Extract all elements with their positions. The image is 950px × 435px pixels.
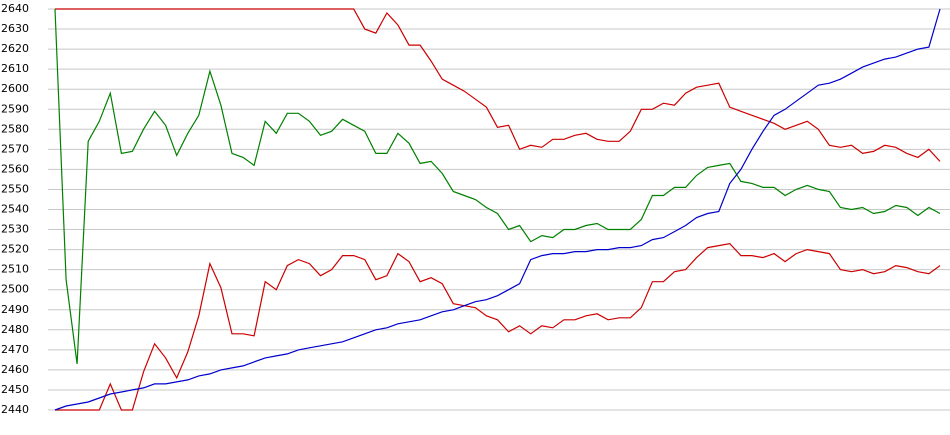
y-tick-label: 2460 bbox=[1, 363, 29, 376]
y-tick-label: 2440 bbox=[1, 403, 29, 416]
y-tick-label: 2510 bbox=[1, 263, 29, 276]
y-tick-label: 2530 bbox=[1, 223, 29, 236]
y-tick-label: 2500 bbox=[1, 283, 29, 296]
y-tick-label: 2520 bbox=[1, 243, 29, 256]
y-tick-label: 2620 bbox=[1, 42, 29, 55]
y-tick-label: 2480 bbox=[1, 323, 29, 336]
y-tick-label: 2630 bbox=[1, 22, 29, 35]
y-tick-label: 2640 bbox=[1, 2, 29, 15]
series-line bbox=[54, 8, 941, 411]
series-line bbox=[55, 242, 941, 411]
y-tick-label: 2470 bbox=[1, 343, 29, 356]
series-line bbox=[55, 8, 941, 162]
y-tick-label: 2490 bbox=[1, 303, 29, 316]
y-tick-label: 2600 bbox=[1, 82, 29, 95]
y-tick-label: 2590 bbox=[1, 102, 29, 115]
y-tick-label: 2550 bbox=[1, 182, 29, 195]
y-tick-label: 2540 bbox=[1, 203, 29, 216]
y-tick-label: 2610 bbox=[1, 62, 29, 75]
y-tick-label: 2580 bbox=[1, 122, 29, 135]
series-line bbox=[54, 8, 941, 364]
y-tick-label: 2560 bbox=[1, 162, 29, 175]
y-tick-label: 2450 bbox=[1, 383, 29, 396]
y-tick-label: 2570 bbox=[1, 142, 29, 155]
